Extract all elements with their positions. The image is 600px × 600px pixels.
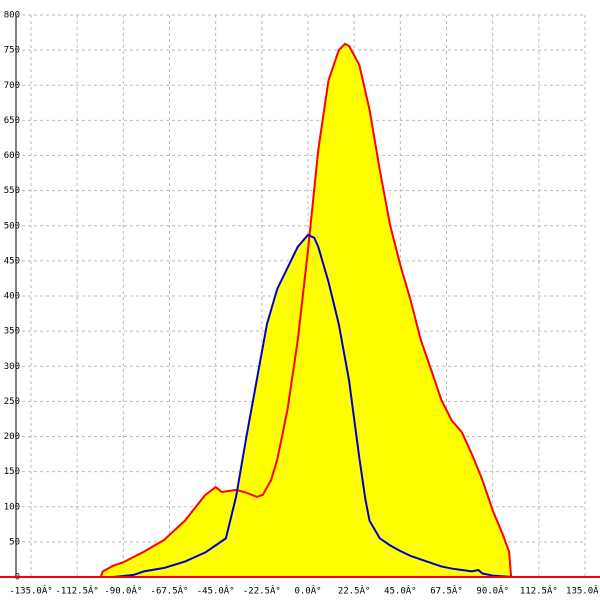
y-tick-label: 150 bbox=[4, 467, 20, 477]
x-tick-label: 22.5Â° bbox=[338, 585, 371, 597]
y-tick-label: 250 bbox=[4, 397, 20, 407]
y-tick-label: 800 bbox=[4, 11, 20, 21]
y-tick-label: 550 bbox=[4, 186, 20, 196]
y-tick-label: 350 bbox=[4, 327, 20, 337]
y-tick-label: 750 bbox=[4, 46, 20, 56]
y-tick-label: 300 bbox=[4, 362, 20, 372]
x-tick-label: -112.5Â° bbox=[55, 585, 98, 597]
x-tick-label: -22.5Â° bbox=[243, 585, 281, 597]
x-tick-label: -90.0Â° bbox=[104, 585, 142, 597]
y-tick-label: 400 bbox=[4, 292, 20, 302]
x-tick-label: 112.5Â° bbox=[520, 585, 558, 597]
y-tick-label: 500 bbox=[4, 221, 20, 231]
x-tick-label: 0.0Â° bbox=[294, 585, 321, 597]
y-tick-label: 200 bbox=[4, 432, 20, 442]
x-tick-label: 67.5Â° bbox=[430, 585, 463, 597]
area-line bbox=[102, 233, 514, 578]
y-tick-label: 700 bbox=[4, 81, 20, 91]
y-tick-label: 650 bbox=[4, 116, 20, 126]
area-fill bbox=[102, 234, 514, 577]
area-line bbox=[99, 42, 513, 578]
x-tick-label: 45.0Â° bbox=[384, 585, 417, 597]
x-tick-label: 90.0Â° bbox=[476, 585, 509, 597]
y-tick-label: 600 bbox=[4, 151, 20, 161]
y-tick-label: 450 bbox=[4, 256, 20, 266]
x-tick-label: -135.0Â° bbox=[9, 585, 52, 597]
x-tick-label: -67.5Â° bbox=[151, 585, 189, 597]
x-tick-label: 135.0Â° bbox=[566, 585, 600, 597]
y-tick-label: 100 bbox=[4, 502, 20, 512]
y-tick-label: 50 bbox=[9, 537, 20, 547]
x-tick-label: -45.0Â° bbox=[197, 585, 235, 597]
